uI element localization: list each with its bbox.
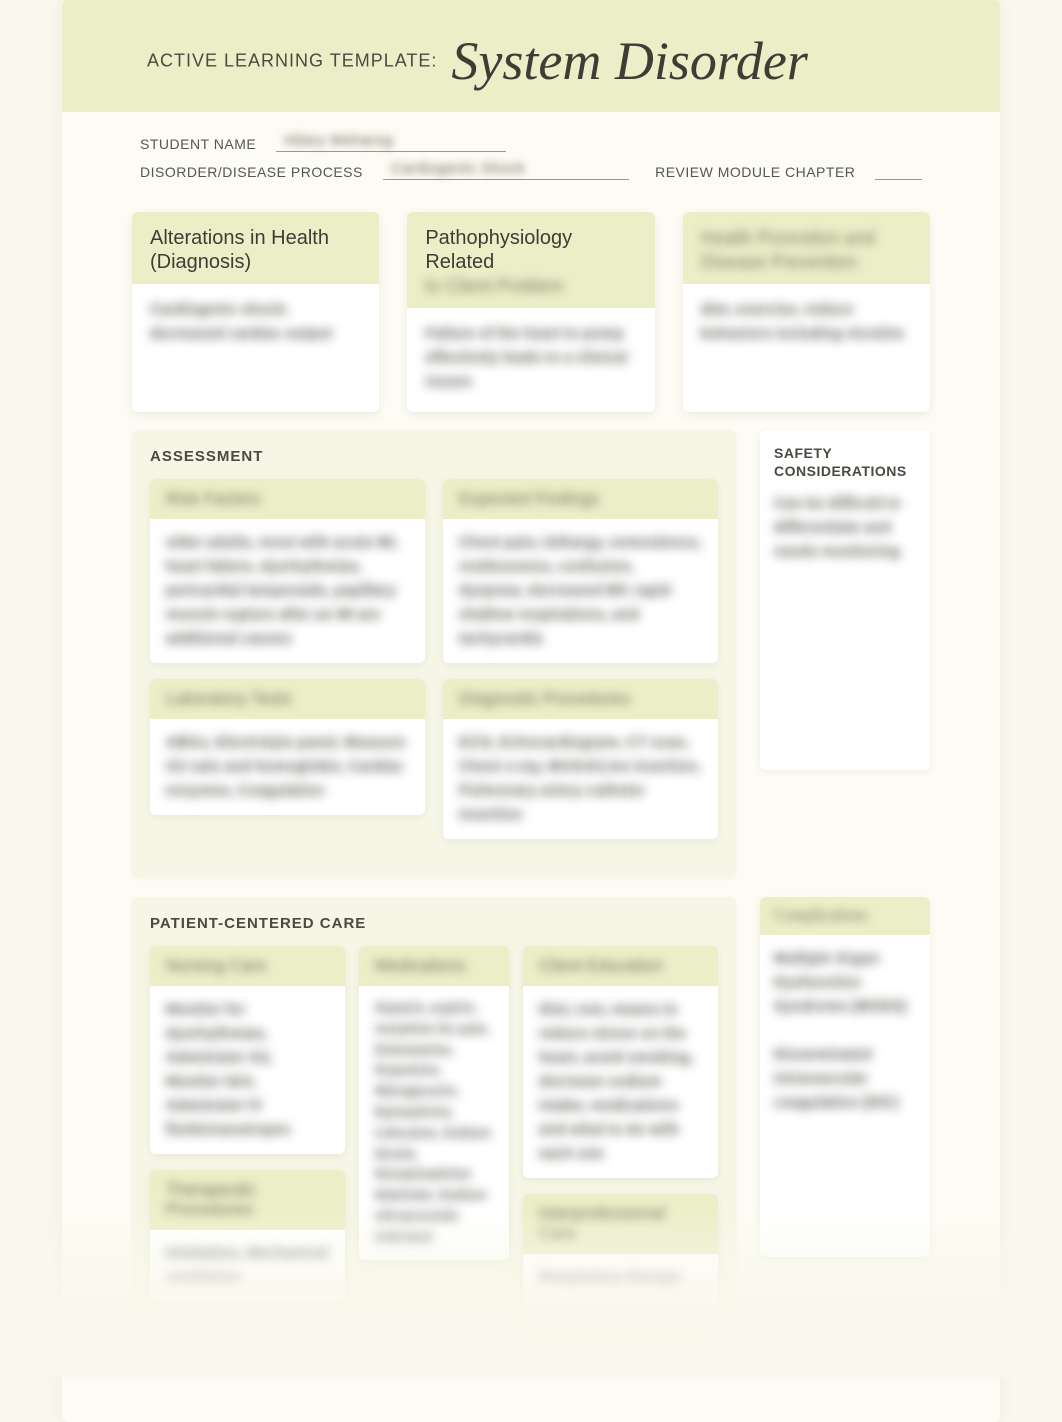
subcard-body: Heparin, aspirin, morphine for pain, Dob…	[375, 998, 493, 1248]
disease-label: DISORDER/DISEASE PROCESS	[140, 164, 363, 180]
subcard-interprofessional: Interprofessional Care Respiratory thera…	[523, 1194, 718, 1334]
card-title: Pathophysiology Related	[425, 227, 572, 273]
card-alterations: Alterations in Health (Diagnosis) Cardio…	[132, 212, 379, 412]
subcard-body: Diet, rest, means to reduce stress on th…	[539, 998, 702, 1166]
disease-value: Cardiogenic Shock	[391, 160, 525, 177]
subcard-body: ABGs, Electrolyte panel, Measure O2 sats…	[166, 731, 409, 803]
card-head: Alterations in Health (Diagnosis)	[132, 212, 379, 284]
card-body-text: Failure of the heart to pump effectively…	[425, 322, 636, 394]
subcard-head: Client Education	[539, 956, 663, 975]
complications-head: Complications	[774, 907, 867, 924]
safety-side: SAFETY CONSIDERATIONS Can be difficult t…	[760, 430, 930, 897]
complications-card: Complications Multiple Organ Dysfunction…	[760, 897, 930, 1257]
safety-title: SAFETY CONSIDERATIONS	[774, 444, 916, 480]
assessment-col-2: Expected Findings Chest pain, lethargy, …	[443, 479, 718, 855]
subcard-client-education: Client Education Diet, rest, means to re…	[523, 946, 718, 1178]
card-body-text: Cardiogenic shock: decreased cardiac out…	[150, 298, 361, 346]
subcard-body: Intubation, Mechanical ventilation	[166, 1242, 329, 1290]
module-line	[875, 162, 922, 180]
complications-body: Multiple Organ Dysfunction Syndrome (MOD…	[774, 947, 916, 1115]
card-sub: Health Promotion and Disease Prevention	[701, 228, 875, 272]
subcard-lab-tests: Laboratory Tests ABGs, Electrolyte panel…	[150, 679, 425, 815]
meta-section: STUDENT NAME Hilary Meharog DISORDER/DIS…	[62, 112, 1000, 202]
template-title: System Disorder	[451, 31, 807, 91]
subcard-risk-factors: Risk Factors older adults, most with acu…	[150, 479, 425, 663]
assessment-panel: ASSESSMENT Risk Factors older adults, mo…	[132, 430, 736, 877]
complications-side: Complications Multiple Organ Dysfunction…	[760, 897, 930, 1392]
subcard-head: Nursing Care	[166, 956, 266, 975]
subcard-head: Therapeutic Procedures	[166, 1180, 256, 1219]
pcc-col-1: Nursing Care Monitor for dysrhythmias, A…	[150, 946, 345, 1350]
student-name-label: STUDENT NAME	[140, 136, 256, 152]
card-title: Alterations in Health (Diagnosis)	[150, 227, 329, 273]
page: ACTIVE LEARNING TEMPLATE: System Disorde…	[62, 0, 1000, 1422]
safety-card: SAFETY CONSIDERATIONS Can be difficult t…	[760, 430, 930, 770]
pcc-col-3: Client Education Diet, rest, means to re…	[523, 946, 718, 1350]
pcc-panel: PATIENT-CENTERED CARE Nursing Care Monit…	[132, 897, 736, 1372]
subcard-head: Interprofessional Care	[539, 1204, 665, 1243]
subcard-body: ECG, Echocardiogram, CT scan, Chest x-ra…	[459, 731, 702, 827]
assessment-title: ASSESSMENT	[150, 448, 718, 465]
student-name-line: Hilary Meharog	[276, 134, 506, 152]
subcard-body: Chest pain, lethargy, somnolence, restle…	[459, 531, 702, 651]
assessment-col-1: Risk Factors older adults, most with acu…	[150, 479, 425, 855]
student-name-value: Hilary Meharog	[284, 132, 393, 149]
subcard-head: Expected Findings	[459, 489, 599, 508]
subcard-head: Laboratory Tests	[166, 689, 291, 708]
subcard-medications: Medications Heparin, aspirin, morphine f…	[359, 946, 509, 1260]
subcard-diagnostic-proc: Diagnostic Procedures ECG, Echocardiogra…	[443, 679, 718, 839]
subcard-expected-findings: Expected Findings Chest pain, lethargy, …	[443, 479, 718, 663]
subcard-head: Diagnostic Procedures	[459, 689, 630, 708]
template-label: ACTIVE LEARNING TEMPLATE:	[147, 51, 437, 71]
disease-line: Cardiogenic Shock	[383, 162, 629, 180]
card-health-promo: Health Promotion and Disease Prevention …	[683, 212, 930, 412]
card-head: Pathophysiology Related to Client Proble…	[407, 212, 654, 308]
subcard-body: Respiratory therapy	[539, 1266, 702, 1290]
subcard-head: Risk Factors	[166, 489, 260, 508]
safety-body: Can be difficult to differentiate and ne…	[774, 492, 916, 564]
content: Alterations in Health (Diagnosis) Cardio…	[62, 202, 1000, 1422]
top-row: Alterations in Health (Diagnosis) Cardio…	[132, 212, 930, 412]
subcard-head: Medications	[375, 956, 466, 975]
pcc-flex: PATIENT-CENTERED CARE Nursing Care Monit…	[132, 897, 930, 1392]
subcard-nursing-care: Nursing Care Monitor for dysrhythmias, A…	[150, 946, 345, 1154]
card-body-text: diet, exercise, reduce behaviors includi…	[701, 298, 912, 346]
subcard-body: Monitor for dysrhythmias, Administer O2,…	[166, 998, 329, 1142]
subcard-therapeutic: Therapeutic Procedures Intubation, Mecha…	[150, 1170, 345, 1302]
module-label: REVIEW MODULE CHAPTER	[655, 164, 855, 180]
assessment-flex: ASSESSMENT Risk Factors older adults, mo…	[132, 430, 930, 897]
card-head: Health Promotion and Disease Prevention	[683, 212, 930, 284]
card-sub: to Client Problem	[425, 276, 563, 296]
card-pathophys: Pathophysiology Related to Client Proble…	[407, 212, 654, 412]
header-band: ACTIVE LEARNING TEMPLATE: System Disorde…	[62, 0, 1000, 112]
pcc-col-2: Medications Heparin, aspirin, morphine f…	[359, 946, 509, 1350]
subcard-body: older adults, most with acute MI, heart …	[166, 531, 409, 651]
pcc-title: PATIENT-CENTERED CARE	[150, 915, 718, 932]
